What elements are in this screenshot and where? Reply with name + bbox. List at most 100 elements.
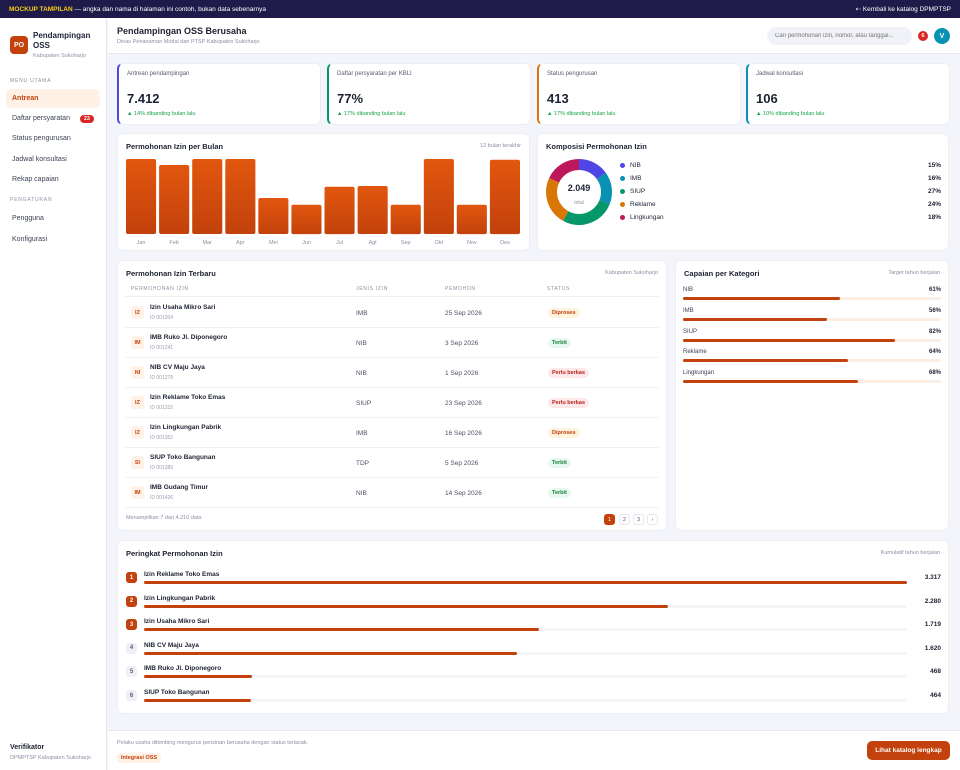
permit-id: ID 001352 (150, 435, 174, 441)
view-catalog-button[interactable]: Lihat katalog lengkap (867, 741, 950, 760)
page-button-1[interactable]: 1 (604, 514, 615, 525)
table-row[interactable]: NI NIB CV Maju Jaya ID 001278 NIB 1 Sep 2026… (125, 358, 659, 388)
col-header-status: STATUS (547, 286, 571, 292)
sidebar-item-antrean[interactable]: Antrean (6, 89, 100, 108)
table-row[interactable]: IZ Izin Lingkungan Pabrik ID 001352 IMB 16 S… (125, 418, 659, 448)
legend-item-imb: IMB 16% (620, 173, 941, 183)
sidebar-item-daftar-persyaratan[interactable]: Daftar persyaratan 23 (6, 109, 100, 128)
rank-fill (144, 699, 251, 702)
legend-percent: 16% (927, 174, 941, 182)
rank-value: 464 (930, 692, 941, 699)
sidebar-item-rekap-capaian[interactable]: Rekap capaian (6, 170, 100, 189)
table-row[interactable]: IM IMB Gudang Timur ID 001426 NIB 14 Sep 202… (125, 478, 659, 508)
rank-number: 1 (126, 572, 137, 583)
status-badge: Perlu berkas (548, 368, 590, 378)
x-tick-label: Apr (236, 240, 245, 246)
search-input[interactable] (767, 27, 912, 45)
permit-type: TDP (356, 460, 369, 467)
kpi-trend: ▲ 17% dibanding bulan lalu (547, 111, 616, 117)
legend-percent: 24% (927, 200, 941, 208)
achievement-name: Lingkungan (683, 370, 715, 377)
row-initials-icon: NI (131, 366, 144, 379)
donut-total-value: 2.049 (568, 183, 591, 193)
rank-number: 2 (126, 595, 137, 607)
rank-name: Izin Usaha Mikro Sari (144, 618, 210, 626)
kpi-value: 77% (337, 91, 364, 106)
legend-item-reklame: Reklame 24% (620, 199, 941, 209)
permit-name: IMB Gudang Timur (150, 484, 209, 491)
legend-percent: 15% (927, 161, 941, 169)
sidebar-item-konfigurasi[interactable]: Konfigurasi (6, 230, 100, 249)
permit-id: ID 001278 (150, 375, 174, 381)
rank-fill (144, 651, 517, 655)
user-info: Verifikator DPMPTSP Kabupaten Sukoharjo (10, 744, 91, 761)
x-tick-label: Sep (401, 240, 411, 246)
permit-date: 23 Sep 2026 (445, 400, 482, 407)
rank-track (144, 628, 907, 632)
permit-name: SIUP Toko Bangunan (150, 454, 216, 461)
avatar[interactable]: V (934, 28, 950, 44)
status-badge: Terbit (548, 488, 571, 498)
table-title: Permohonan Izin Terbaru (126, 269, 216, 278)
sidebar-item-pengguna[interactable]: Pengguna (6, 209, 100, 228)
page-subtitle: Dinas Penanaman Modal dan PTSP Kabupaten… (117, 39, 260, 45)
achievement-percent: 64% (928, 349, 941, 356)
rank-name: NIB CV Maju Jaya (144, 641, 199, 649)
app-logo: PO (10, 36, 28, 54)
achievement-name: Reklame (683, 349, 707, 356)
ranking-card: Peringkat Permohonan Izin Kumulatif tahu… (117, 540, 949, 714)
col-header-jenis: JENIS IZIN (356, 286, 389, 292)
bar-feb (159, 165, 190, 234)
x-tick-label: Feb (169, 240, 178, 246)
table-row[interactable]: IZ Izin Usaha Mikro Sari ID 001204 IMB 25 Se… (125, 298, 659, 328)
kpi-card-persyaratan: Daftar persyaratan per KBLI 77% ▲ 17% di… (327, 63, 531, 125)
chart-title: Komposisi Permohonan Izin (546, 142, 647, 151)
sidebar-item-status-pengurusan[interactable]: Status pengurusan (6, 129, 100, 148)
bar-sep (390, 204, 421, 235)
bar-mei (258, 198, 289, 234)
achievement-name: NIB (683, 287, 694, 293)
bar-okt (423, 159, 454, 234)
rank-value: 468 (930, 668, 941, 676)
bar-jan (126, 159, 157, 234)
achievement-percent: 68% (928, 370, 941, 377)
rank-fill (144, 604, 669, 608)
rank-number: 4 (126, 642, 137, 654)
legend-label: NIB (630, 161, 641, 169)
table-row[interactable]: SI SIUP Toko Bangunan ID 001389 TDP 5 Sep 20… (125, 448, 659, 478)
table-row[interactable]: IM IMB Ruko Jl. Diponegoro ID 001241 NIB 3 S… (125, 328, 659, 358)
page-button-3[interactable]: 3 (633, 514, 644, 525)
sidebar-item-label: Konfigurasi (12, 236, 48, 243)
permit-type: NIB (356, 370, 367, 377)
bar-des (489, 159, 520, 235)
sidebar-item-label: Antrean (12, 95, 39, 102)
permit-date: 5 Sep 2026 (445, 460, 479, 467)
legend-item-lingkungan: Lingkungan 18% (620, 212, 941, 222)
permit-date: 1 Sep 2026 (445, 370, 479, 377)
donut-slice-reklame (546, 177, 569, 221)
table-header-divider (125, 296, 659, 297)
sidebar-item-jadwal-konsultasi[interactable]: Jadwal konsultasi (6, 150, 100, 169)
achievement-track (683, 359, 941, 363)
rank-name: Izin Lingkungan Pabrik (144, 594, 216, 602)
notification-badge[interactable]: 6 (918, 31, 928, 41)
permit-name: Izin Usaha Mikro Sari (150, 304, 216, 311)
mockup-tag: MOCKUP TAMPILAN (9, 5, 73, 13)
x-tick-label: Jan (137, 240, 146, 246)
achievement-name: SIUP (683, 328, 698, 335)
achievement-percent: 56% (928, 307, 941, 314)
integration-tag: Integrasi OSS (117, 753, 162, 763)
next-page-button[interactable]: › (647, 514, 658, 525)
page-button-2[interactable]: 2 (619, 514, 630, 525)
permit-date: 25 Sep 2026 (445, 310, 482, 317)
sidebar (0, 18, 107, 770)
status-badge: Perlu berkas (548, 398, 590, 408)
donut-slice-siup (563, 200, 610, 225)
x-tick-label: Des (500, 240, 510, 246)
back-to-catalog-link[interactable]: ⇠ Kembali ke katalog DPMPTSP (855, 6, 951, 13)
legend-item-nib: NIB 15% (620, 160, 941, 170)
legend-label: IMB (630, 174, 642, 182)
table-row[interactable]: IZ Izin Reklame Toko Emas ID 001315 SIUP 23 … (125, 388, 659, 418)
table-region-note: Kabupaten Sukoharjo (605, 270, 658, 276)
achievement-name: IMB (683, 307, 694, 314)
